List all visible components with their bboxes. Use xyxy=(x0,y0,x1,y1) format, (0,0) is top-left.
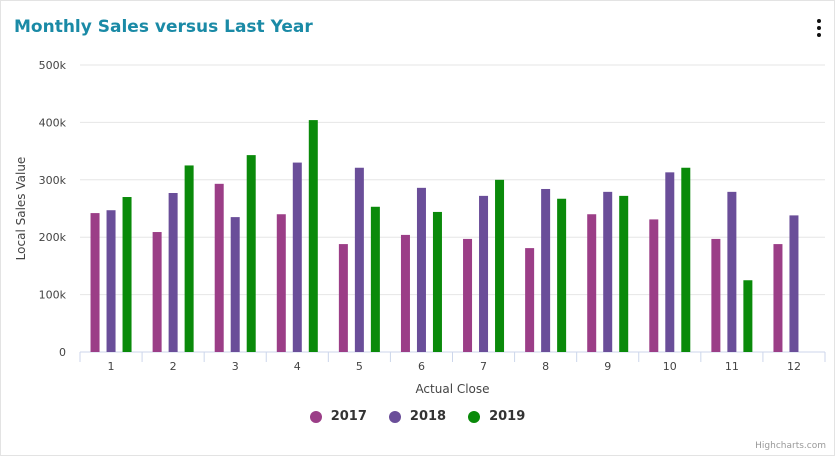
bar-2018-6 xyxy=(416,187,426,352)
bar-2017-12 xyxy=(773,244,783,352)
bar-2019-5 xyxy=(370,206,380,352)
bar-2019-2 xyxy=(184,165,194,352)
chart-title: Monthly Sales versus Last Year xyxy=(14,17,313,37)
bar-2019-11 xyxy=(743,280,753,352)
bar-2018-7 xyxy=(479,195,489,352)
bar-2019-6 xyxy=(432,211,442,352)
legend-label: 2018 xyxy=(409,409,447,424)
legend-marker-icon xyxy=(309,410,322,423)
x-tick-label: 4 xyxy=(294,360,301,373)
x-tick-label: 1 xyxy=(108,360,115,373)
bar-2017-9 xyxy=(587,214,597,352)
legend-item-2017[interactable]: 2017 xyxy=(309,409,367,424)
bar-2018-11 xyxy=(727,191,737,352)
bar-2017-7 xyxy=(463,238,473,352)
bar-2018-9 xyxy=(603,191,613,352)
bar-2018-4 xyxy=(292,162,302,352)
bar-2017-4 xyxy=(276,214,286,352)
bar-2017-3 xyxy=(214,183,224,352)
bar-2018-1 xyxy=(106,210,116,352)
legend-label: 2019 xyxy=(489,409,526,424)
kebab-menu-icon[interactable] xyxy=(814,19,824,37)
bar-2017-6 xyxy=(400,234,410,352)
bar-2018-10 xyxy=(665,172,675,352)
x-tick-label: 6 xyxy=(418,360,425,373)
bar-2018-3 xyxy=(230,217,240,352)
y-tick-label: 0 xyxy=(59,346,66,359)
bar-2017-2 xyxy=(152,232,162,352)
bar-2019-10 xyxy=(681,167,691,352)
y-tick-label: 500k xyxy=(39,59,67,72)
bar-2019-4 xyxy=(308,120,318,352)
credits-link[interactable]: Highcharts.com xyxy=(755,441,826,451)
x-tick-label: 11 xyxy=(725,360,739,373)
y-tick-label: 200k xyxy=(39,231,67,244)
x-tick-label: 12 xyxy=(787,360,801,373)
x-tick-label: 10 xyxy=(663,360,677,373)
bar-2018-8 xyxy=(541,188,551,352)
legend-marker-icon xyxy=(388,410,401,423)
x-tick-label: 9 xyxy=(604,360,611,373)
y-axis-title: Local Sales Value xyxy=(14,157,28,261)
x-tick-label: 8 xyxy=(542,360,549,373)
bar-2017-11 xyxy=(711,238,721,352)
bar-2018-5 xyxy=(354,167,364,352)
bar-2018-12 xyxy=(789,215,799,352)
bar-2019-9 xyxy=(619,195,629,352)
x-tick-label: 3 xyxy=(232,360,239,373)
x-tick-label: 2 xyxy=(170,360,177,373)
bar-2017-8 xyxy=(525,248,535,352)
legend: 2017 2018 2019 xyxy=(1,409,834,424)
bar-2019-8 xyxy=(557,198,567,352)
legend-marker-icon xyxy=(468,410,481,423)
bar-2017-1 xyxy=(90,213,100,352)
y-tick-label: 400k xyxy=(39,116,67,129)
y-tick-label: 300k xyxy=(39,174,67,187)
x-tick-label: 5 xyxy=(356,360,363,373)
bar-2019-3 xyxy=(246,155,256,352)
x-axis-title: Actual Close xyxy=(415,382,489,396)
y-tick-label: 100k xyxy=(39,289,67,302)
bar-2017-10 xyxy=(649,219,659,352)
bar-2017-5 xyxy=(338,244,348,352)
legend-item-2019[interactable]: 2019 xyxy=(468,409,525,424)
bar-2019-7 xyxy=(495,179,505,352)
x-tick-label: 7 xyxy=(480,360,487,373)
legend-label: 2017 xyxy=(330,409,367,424)
bar-2018-2 xyxy=(168,193,178,352)
bar-2019-1 xyxy=(122,197,132,352)
legend-item-2018[interactable]: 2018 xyxy=(388,409,447,424)
